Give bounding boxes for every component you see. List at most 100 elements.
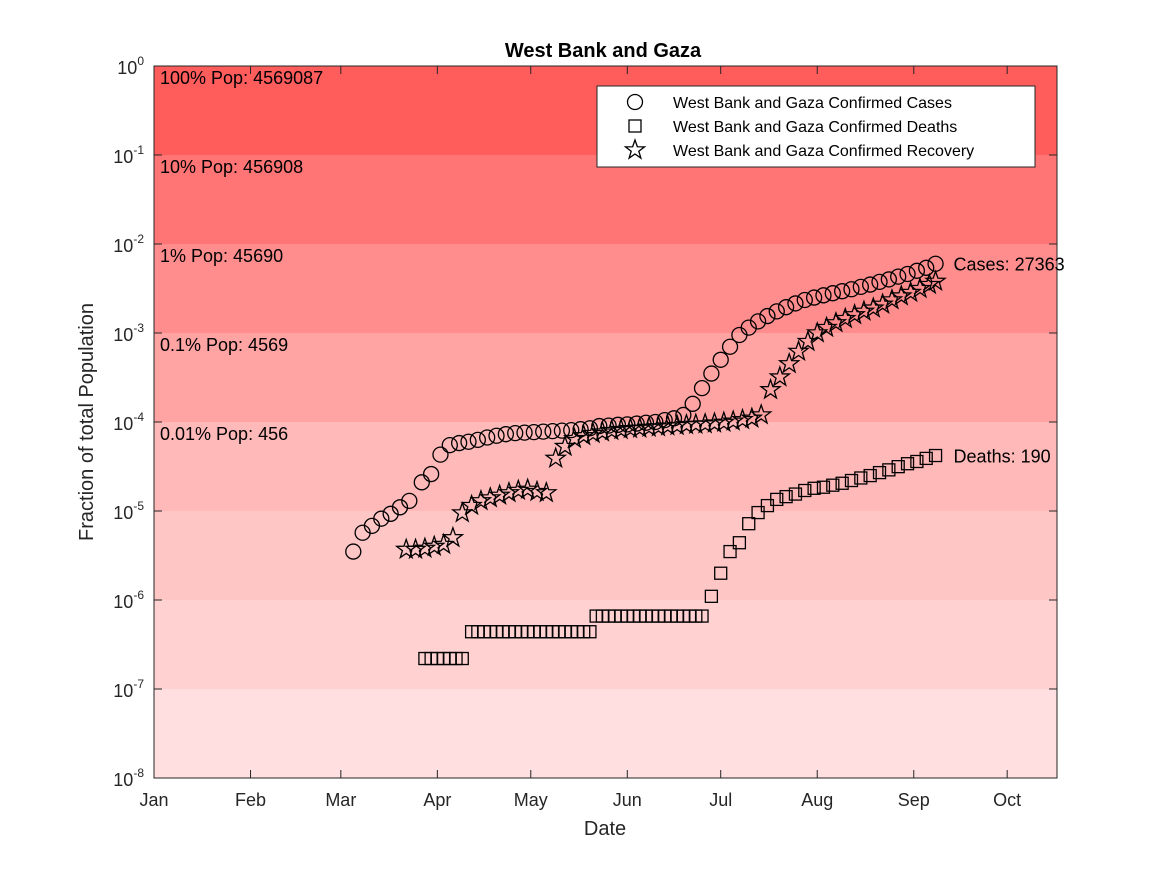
y-tick-label-5: 10-5 [113, 499, 144, 523]
x-tick-label-1: Feb [235, 790, 266, 810]
population-bands [154, 66, 1057, 778]
star-point-16 [544, 446, 568, 469]
star-point-9 [478, 486, 502, 508]
x-axis-ticks: Jan Feb Mar Apr May Jun Jul Aug Sep Oct [139, 66, 1021, 810]
square-point-50 [751, 505, 765, 520]
star-point-11 [497, 480, 521, 503]
square-point-44 [695, 609, 709, 623]
star-point-7 [460, 493, 484, 516]
circle-point-38 [703, 365, 720, 382]
star-point-39 [759, 377, 782, 400]
circle-point-53 [843, 281, 860, 298]
star-point-25 [628, 416, 652, 438]
star-point-55 [908, 276, 932, 299]
star-point-8 [469, 488, 493, 511]
star-point-23 [609, 417, 633, 440]
band-label-2: 1% Pop: 45690 [160, 246, 283, 266]
legend-marker-circle [626, 93, 644, 111]
circle-point-7 [413, 474, 430, 491]
x-tick-label-8: Sep [898, 790, 930, 810]
square-point-60 [844, 473, 859, 488]
circle-point-16 [497, 426, 515, 443]
circle-point-20 [535, 423, 552, 440]
band-1 [154, 155, 1057, 244]
series-star [394, 269, 947, 560]
star-point-15 [534, 480, 558, 503]
square-point-62 [863, 468, 877, 483]
star-point-22 [600, 418, 624, 441]
star-point-51 [871, 292, 895, 315]
circle-point-18 [516, 424, 533, 441]
circle-point-19 [525, 423, 543, 441]
circle-point-14 [479, 429, 496, 446]
star-point-48 [843, 302, 866, 325]
square-point-49 [742, 517, 756, 531]
y-tick-label-3: 10-3 [113, 321, 144, 345]
square-point-57 [816, 480, 831, 494]
square-point-54 [788, 487, 803, 501]
circle-point-11 [451, 434, 468, 452]
legend-label-square: West Bank and Gaza Confirmed Deaths [673, 119, 957, 136]
square-point-64 [882, 463, 896, 477]
star-point-46 [824, 310, 848, 333]
legend-box [596, 85, 1036, 168]
square-point-59 [835, 476, 849, 490]
circle-point-37 [693, 380, 711, 397]
star-point-35 [721, 409, 745, 431]
circle-point-50 [815, 287, 832, 304]
x-tick-label-3: Apr [423, 790, 451, 810]
star-point-3 [422, 534, 446, 557]
band-6 [154, 600, 1057, 689]
legend-marker-square [628, 119, 642, 133]
star-point-17 [553, 434, 577, 457]
star-point-52 [880, 287, 904, 310]
star-point-20 [581, 421, 605, 444]
circle-point-12 [460, 433, 477, 450]
population-band-labels: 100% Pop: 4569087 10% Pop: 456908 1% Pop: … [160, 68, 323, 444]
circle-point-46 [777, 299, 795, 316]
circle-point-23 [563, 421, 580, 439]
circle-point-5 [391, 499, 409, 516]
star-point-50 [861, 296, 885, 318]
square-point-47 [723, 544, 737, 559]
y-tick-label-8: 10-8 [113, 766, 144, 790]
star-point-12 [506, 478, 530, 501]
series-square [418, 448, 943, 666]
square-point-53 [779, 489, 793, 504]
circle-point-52 [833, 283, 851, 300]
star-point-5 [441, 525, 465, 548]
star-point-36 [731, 407, 754, 430]
circle-point-22 [553, 422, 571, 439]
star-point-21 [590, 420, 614, 442]
circle-point-51 [824, 285, 841, 302]
star-point-49 [852, 299, 876, 322]
circle-point-8 [422, 465, 440, 483]
x-tick-label-0: Jan [139, 790, 168, 810]
circle-point-57 [880, 271, 898, 288]
star-point-44 [805, 321, 829, 343]
square-point-63 [872, 465, 887, 480]
star-point-2 [413, 536, 437, 559]
square-point-26 [583, 625, 597, 639]
circle-point-10 [441, 436, 458, 454]
circle-point-17 [507, 424, 524, 442]
band-label-3: 0.1% Pop: 4569 [160, 335, 288, 355]
square-point-66 [900, 457, 915, 471]
circle-point-13 [469, 431, 486, 449]
star-point-27 [647, 414, 670, 437]
y-tick-label-4: 10-4 [113, 410, 144, 434]
star-point-38 [749, 402, 773, 425]
band-4 [154, 422, 1057, 511]
star-point-4 [432, 532, 455, 555]
star-point-1 [404, 537, 427, 560]
star-point-54 [899, 280, 923, 303]
star-point-40 [768, 365, 792, 387]
circle-point-24 [572, 421, 589, 438]
star-point-41 [777, 351, 801, 374]
square-point-58 [826, 478, 840, 492]
square-point-48 [732, 536, 747, 550]
circle-point-48 [796, 291, 813, 309]
star-point-34 [712, 410, 736, 433]
x-axis-label: Date [584, 818, 626, 840]
